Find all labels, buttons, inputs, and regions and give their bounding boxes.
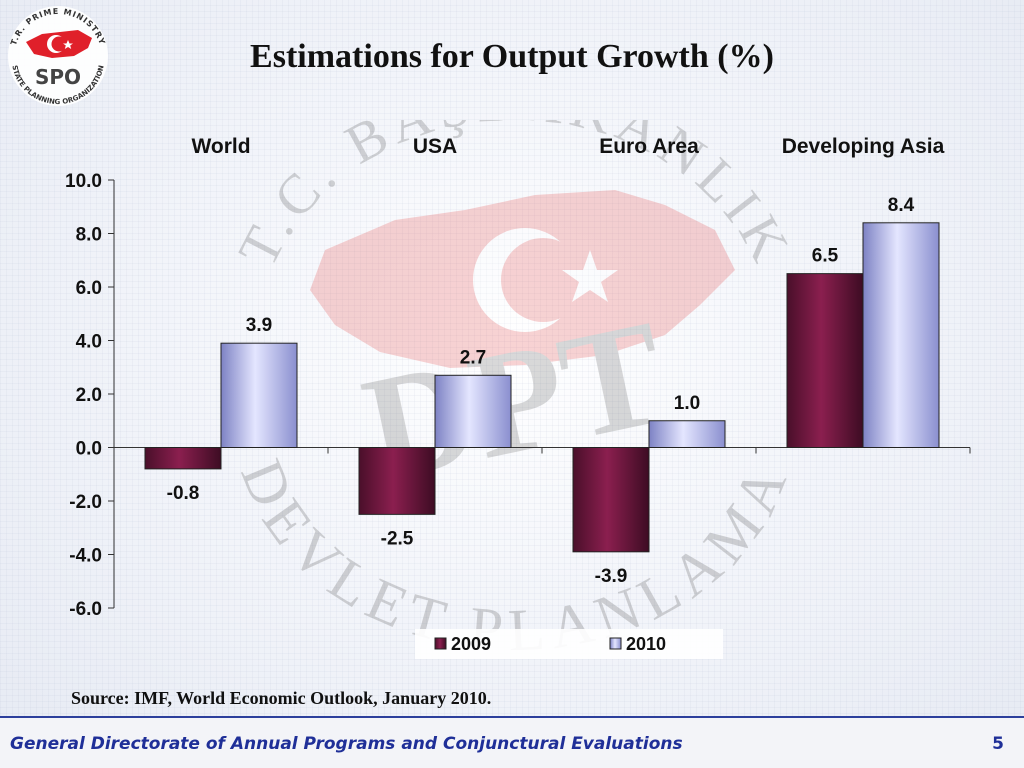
y-tick-label: 10.0 (65, 171, 102, 192)
logo-center-text: SPO (35, 65, 81, 89)
category-label: Developing Asia (782, 135, 945, 158)
bar-chart: 10.0 8.0 6.0 4.0 2.0 0.0 -2.0 -4.0 -6.0 World -0.8… (65, 135, 971, 659)
bar-2009 (358, 447, 436, 515)
legend-label-2009: 2009 (451, 634, 491, 654)
bar-2010 (434, 374, 512, 448)
bar-2010 (862, 222, 940, 448)
legend-swatch-2010 (609, 637, 622, 650)
source-note: Source: IMF, World Economic Outlook, Jan… (71, 688, 492, 708)
y-tick-label: -4.0 (69, 546, 102, 567)
category-label: USA (413, 135, 457, 158)
footer-text: General Directorate of Annual Programs a… (10, 734, 683, 754)
data-label: -0.8 (167, 483, 200, 504)
legend-box (415, 629, 723, 659)
data-label: 3.9 (246, 315, 272, 336)
y-tick-label: -6.0 (69, 599, 102, 620)
slide-title: Estimations for Output Growth (%) (250, 38, 774, 75)
y-tick-label: 0.0 (76, 439, 102, 460)
data-label: 8.4 (888, 195, 915, 216)
y-tick-label: 4.0 (76, 332, 102, 353)
legend-swatch-2009 (434, 637, 447, 650)
turkey-map-shape (310, 190, 735, 368)
bar-2009 (572, 447, 650, 553)
data-label: 1.0 (674, 393, 700, 414)
category-label: Euro Area (599, 135, 699, 158)
bar-2009 (786, 273, 864, 448)
footer-bar: General Directorate of Annual Programs a… (0, 718, 1024, 768)
data-label: 6.5 (812, 246, 839, 267)
footer-divider (0, 716, 1024, 718)
y-tick-label: 6.0 (76, 278, 102, 299)
bar-2010 (648, 420, 726, 448)
y-tick-label: -2.0 (69, 492, 102, 513)
watermark-emblem: T.C. BAŞBAKANLIK DPT DEVLET PLANLAMA (227, 120, 797, 650)
page-number: 5 (992, 734, 1004, 754)
legend-label-2010: 2010 (626, 634, 666, 654)
category-label: World (191, 135, 250, 158)
data-label: -2.5 (381, 528, 414, 549)
bar-2009 (144, 447, 222, 470)
y-tick-label: 8.0 (76, 225, 102, 246)
data-label: -3.9 (595, 566, 628, 587)
spo-logo: T.R. PRIME MINISTRY STATE PLANNING ORGAN… (8, 6, 108, 106)
data-label: 2.7 (460, 347, 486, 368)
bar-2010 (220, 342, 298, 448)
y-tick-label: 2.0 (76, 385, 102, 406)
